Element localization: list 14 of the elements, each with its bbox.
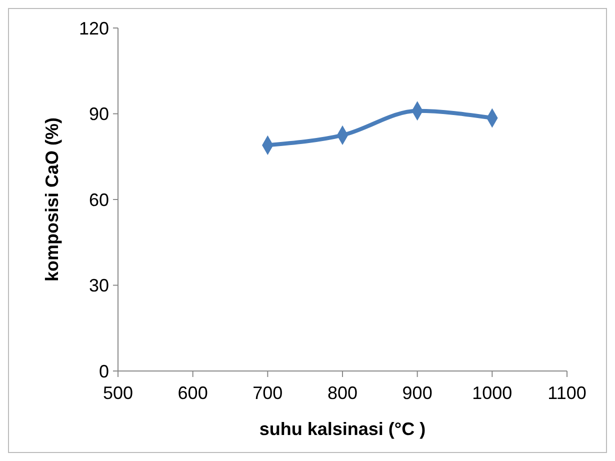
x-tick-label: 500 bbox=[102, 383, 134, 403]
y-tick-label: 0 bbox=[98, 361, 109, 382]
y-tick-label: 30 bbox=[88, 276, 109, 296]
y-axis-title: komposisi CaO (%) bbox=[42, 117, 62, 282]
x-tick-label: 1000 bbox=[472, 383, 512, 403]
x-tick-label: 900 bbox=[402, 383, 432, 403]
x-axis-title: suhu kalsinasi (°C ) bbox=[259, 419, 426, 439]
y-tick-label: 120 bbox=[78, 18, 109, 38]
y-tick-label: 90 bbox=[88, 104, 109, 124]
y-tick-label: 60 bbox=[88, 190, 109, 210]
x-tick-label: 600 bbox=[178, 383, 208, 403]
x-tick-label: 1100 bbox=[548, 383, 586, 403]
x-tick-label: 800 bbox=[327, 383, 358, 403]
x-tick-label: 700 bbox=[252, 383, 283, 403]
